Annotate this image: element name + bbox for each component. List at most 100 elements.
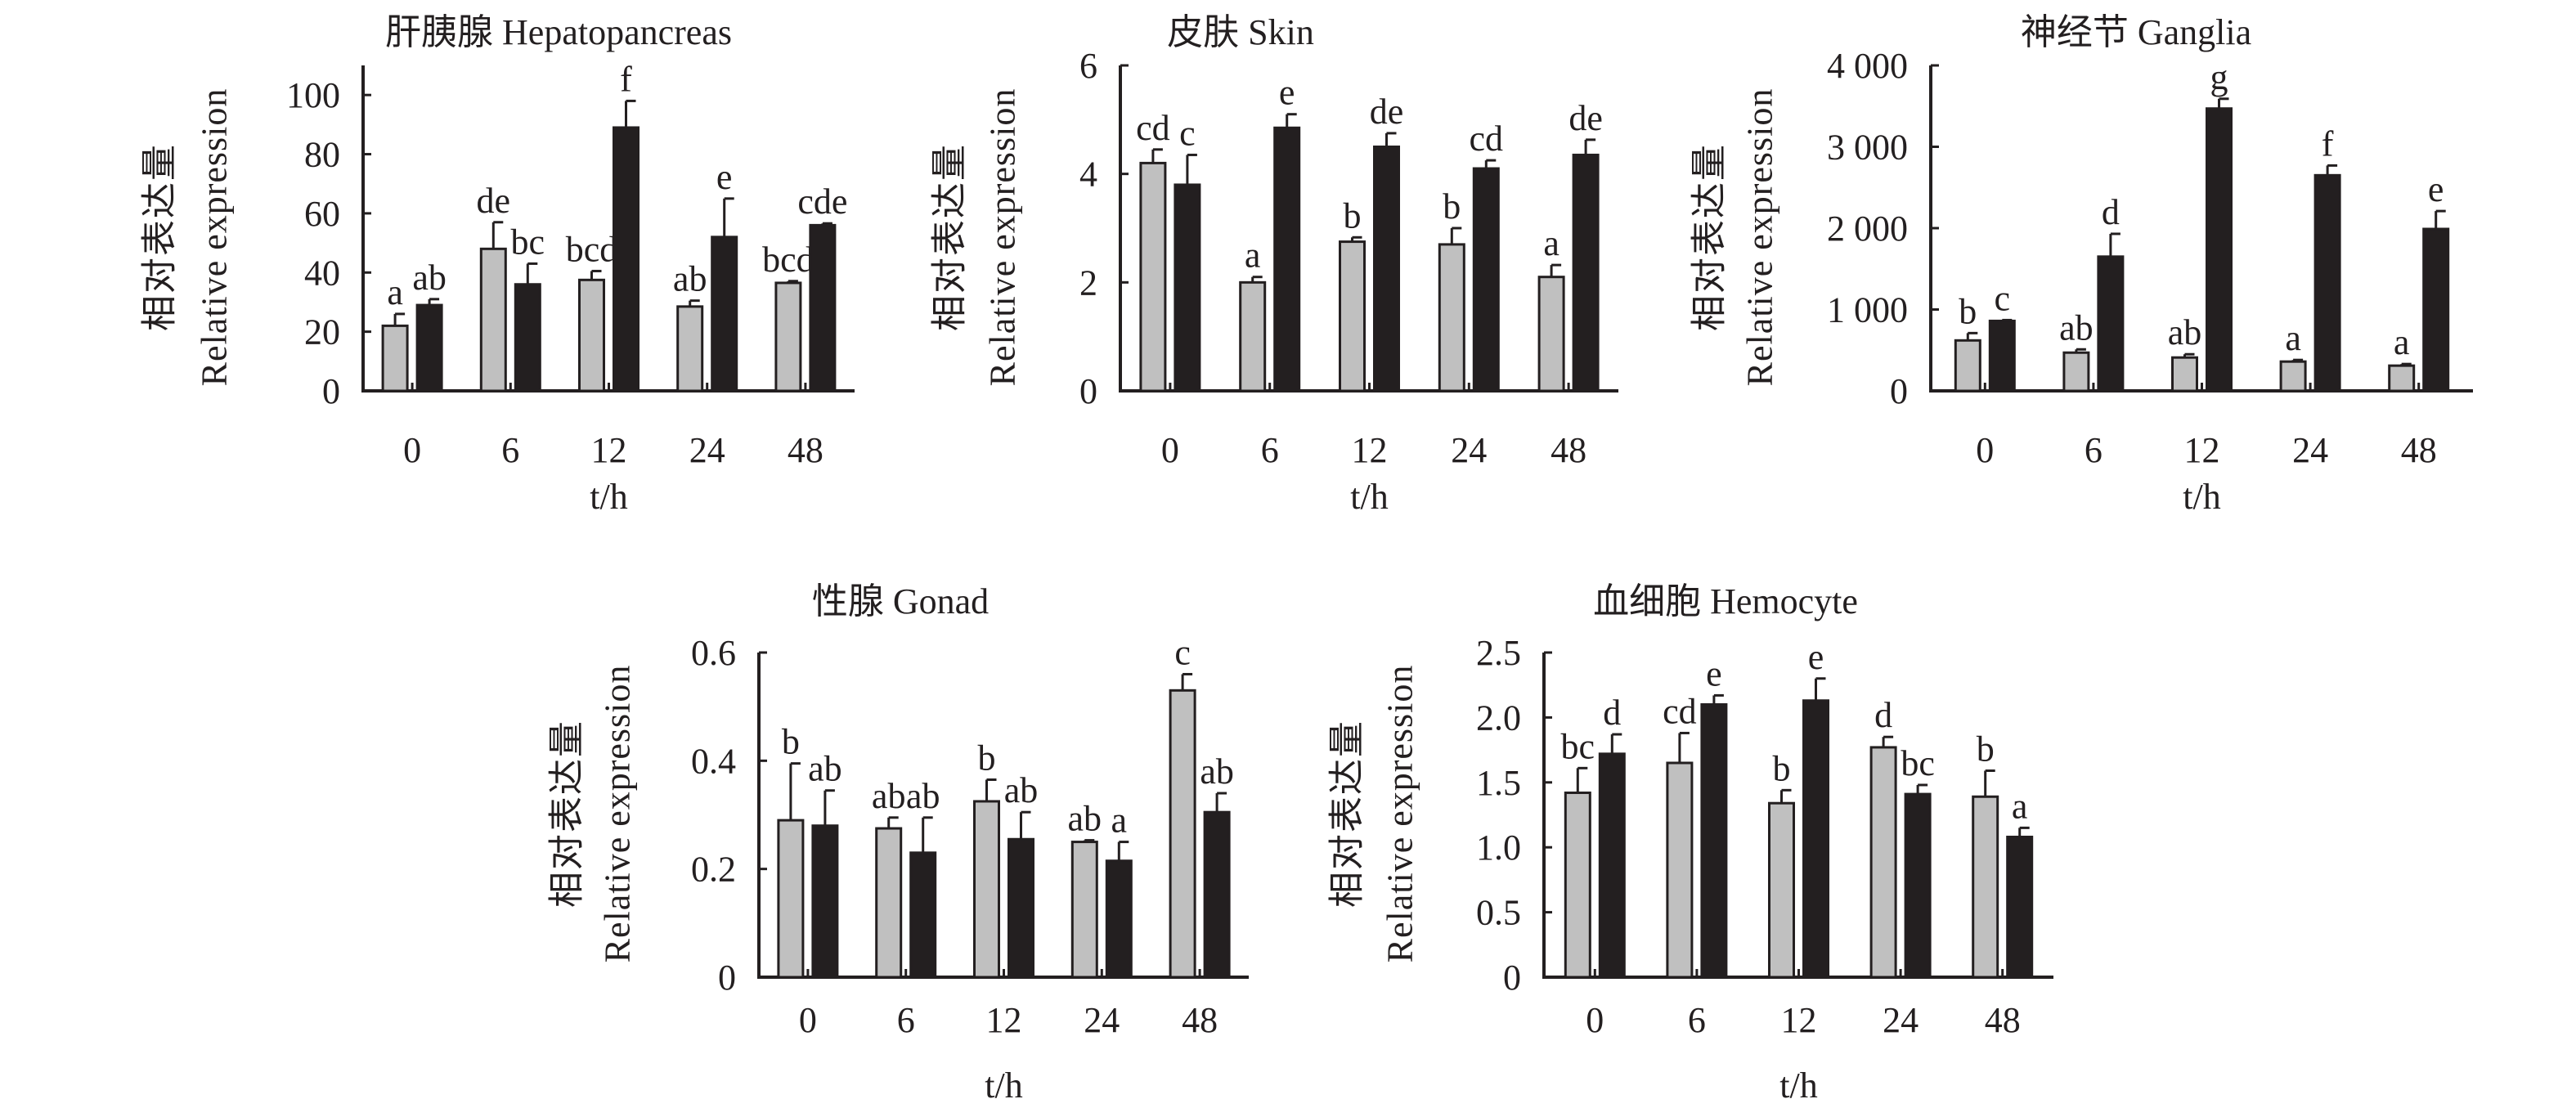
bar-control [2062,351,2090,393]
x-tick-label: 12 [1781,1000,1817,1040]
x-tick-label: 24 [2292,430,2328,470]
bar-treatment [809,223,837,393]
significance-letter: bc [511,222,545,262]
x-tick-label: 24 [1451,430,1487,470]
significance-letter: f [2322,123,2334,164]
x-axis-label: t/h [2183,477,2220,517]
significance-letter: g [2210,57,2228,97]
x-tick-label: 48 [1182,1000,1218,1040]
significance-letter: b [1959,291,1977,331]
y-tick-label: 80 [304,135,340,175]
significance-letter: bcd [566,229,618,269]
y-tick-label: 1.0 [1476,828,1521,868]
bar-control [381,324,409,393]
x-tick-label: 6 [501,430,519,470]
bar-treatment [1472,167,1500,393]
y-tick-label: 4 [1079,155,1097,195]
bar-treatment [811,824,839,979]
y-tick-label: 40 [304,253,340,293]
x-tick-label: 48 [2401,430,2437,470]
bar-control [1768,801,1795,979]
x-axis-label: t/h [1350,477,1388,517]
bar-treatment [909,851,937,979]
bar-treatment [1105,859,1133,979]
bar-control [1438,243,1465,393]
significance-letter: c [1179,113,1196,153]
x-tick-label: 0 [403,430,421,470]
y-axis-label: 相对表达量 [547,720,587,908]
significance-letter: ab [2059,307,2094,348]
x-tick-label: 12 [1352,430,1388,470]
significance-letter: cde [797,182,847,222]
y-axis-label: 相对表达量 [1327,720,1367,908]
bar-treatment [415,303,443,393]
bar-control [1070,841,1098,979]
y-tick-label: 3 000 [1827,128,1908,168]
significance-letter: a [1245,236,1261,276]
x-tick-label: 0 [799,1000,817,1040]
x-tick-label: 24 [689,430,725,470]
significance-letter: cd [1663,691,1697,731]
y-tick-label: 60 [304,194,340,234]
x-tick-label: 0 [1976,430,1994,470]
bar-treatment [2422,227,2450,393]
bar-control [1972,795,1999,979]
y-tick-label: 0 [1890,371,1908,411]
x-tick-label: 12 [2184,430,2220,470]
y-tick-label: 2 000 [1827,209,1908,249]
bar-control [1339,240,1366,393]
significance-letter: e [1279,73,1295,113]
bar-treatment [1598,752,1626,979]
y-axis-label: Relative expression [1380,665,1420,963]
x-tick-label: 12 [591,430,627,470]
significance-letter: e [1706,653,1722,693]
x-axis-label: t/h [985,1065,1022,1106]
bar-treatment [1273,126,1301,393]
y-tick-label: 0.2 [691,850,736,890]
bar-control [1169,689,1196,979]
x-tick-label: 48 [788,430,824,470]
y-tick-label: 0 [322,371,340,411]
x-tick-label: 0 [1586,1000,1604,1040]
y-tick-label: 20 [304,312,340,352]
x-tick-label: 24 [1084,1000,1120,1040]
y-tick-label: 1.5 [1476,763,1521,803]
bar-treatment [613,126,640,393]
bar-control [875,827,903,979]
chart-panel: 性腺 Gonad 相对表达量 Relative expression 0 0.2 0.4 0… [547,581,1249,1106]
y-axis-label: Relative expression [983,88,1023,387]
bar-control [676,305,704,393]
chart-title: 性腺 Gonad [812,581,989,621]
significance-letter: e [1808,637,1824,677]
x-tick-label: 0 [1161,430,1179,470]
significance-letter: b [1977,729,1995,769]
x-tick-label: 48 [1985,1000,2021,1040]
significance-letter: ab [412,258,447,298]
bar-control [2388,364,2416,393]
bar-control [1139,161,1167,393]
significance-letter: a [2012,786,2028,826]
bar-treatment [1373,146,1400,393]
y-tick-label: 0 [1503,958,1521,998]
bar-treatment [1572,153,1600,393]
significance-letter: a [2285,318,2301,358]
bar-control [1954,339,1981,393]
significance-letter: ab [1200,751,1234,792]
bar-control [777,819,805,979]
significance-letter: c [1995,278,2011,318]
bar-control [1564,792,1591,979]
chart-panel: 血细胞 Hemocyte 相对表达量 Relative expression 0 0.5… [1327,581,2053,1106]
y-tick-label: 2.5 [1476,633,1521,673]
bar-treatment [711,236,738,393]
bar-control [1537,276,1565,393]
significance-letter: a [387,272,403,312]
significance-letter: bc [1561,726,1595,766]
significance-letter: cd [1136,108,1170,148]
y-tick-label: 2 [1079,262,1097,303]
bar-control [1666,761,1694,979]
bar-treatment [1174,183,1201,393]
significance-letter: ab [872,776,906,816]
significance-letter: a [1543,223,1560,263]
significance-letter: b [782,722,800,762]
bar-treatment [1988,319,2016,393]
